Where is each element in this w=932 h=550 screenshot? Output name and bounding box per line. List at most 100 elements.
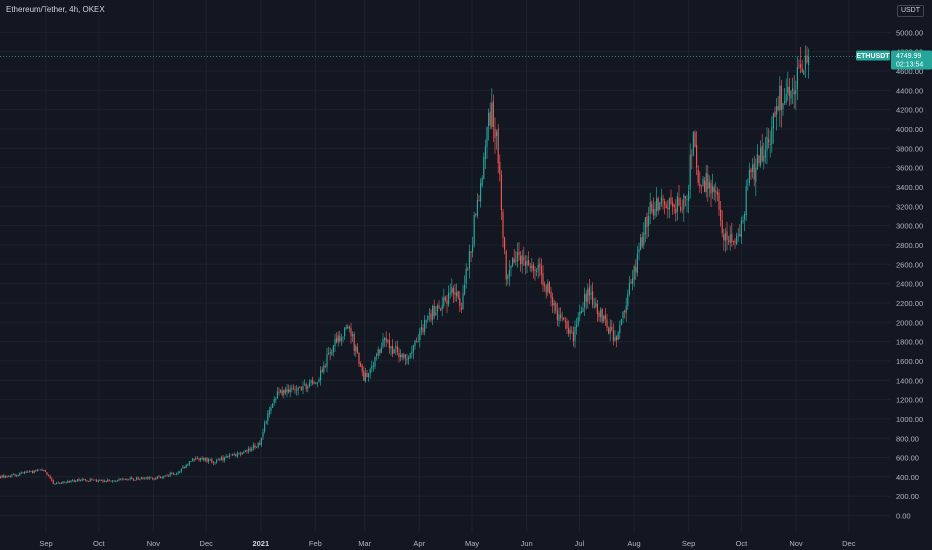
last-price-tag — [891, 50, 932, 70]
candle-body — [438, 305, 440, 309]
price-tick-label: 200.00 — [896, 492, 919, 501]
time-tick-label: Jul — [575, 539, 585, 548]
candle-body — [502, 211, 504, 238]
candle-body — [366, 373, 368, 378]
candle-body — [774, 111, 776, 118]
candle-body — [312, 380, 314, 384]
candle-body — [680, 206, 682, 210]
candle-body — [358, 352, 360, 365]
candle-body — [459, 298, 461, 307]
candle-body — [500, 174, 502, 210]
time-tick-label: Dec — [200, 539, 214, 548]
candle-body — [209, 459, 211, 460]
candle-body — [214, 462, 216, 464]
candle-body — [732, 241, 734, 243]
candle-body — [523, 256, 525, 261]
candle-body — [489, 111, 491, 126]
candle-body — [40, 469, 42, 471]
candle-body — [660, 196, 662, 204]
candle-body — [787, 86, 789, 94]
candle-body — [681, 209, 683, 211]
candle-body — [692, 131, 694, 155]
candle-body — [27, 471, 29, 473]
price-tick-label: 4200.00 — [896, 106, 923, 115]
candle-body — [441, 305, 443, 310]
candle-body — [792, 88, 794, 91]
candle-body — [468, 251, 470, 269]
candle-body — [737, 234, 739, 236]
candle-body — [564, 320, 566, 323]
candle-body — [566, 321, 568, 329]
candle-body — [225, 456, 227, 458]
candle-body — [542, 273, 544, 286]
candle-body — [91, 479, 93, 481]
candle-body — [203, 457, 205, 461]
candle-body — [724, 233, 726, 241]
candle-body — [353, 334, 355, 351]
candle-body — [100, 480, 102, 481]
candle-body — [467, 269, 469, 271]
candle-body — [35, 470, 37, 472]
candle-body — [691, 154, 693, 156]
candle-body — [641, 236, 643, 247]
candle-body — [112, 480, 114, 482]
candle-body — [304, 384, 306, 386]
candle-body — [379, 349, 381, 354]
candle-body — [539, 263, 541, 267]
candle-body — [219, 459, 221, 461]
candle-body — [105, 480, 107, 482]
candle-body — [313, 382, 315, 384]
candle-body — [9, 476, 11, 477]
candle-body — [283, 389, 285, 395]
candle-body — [4, 475, 6, 478]
currency-badge[interactable]: USDT — [896, 5, 924, 17]
candle-body — [683, 195, 685, 210]
time-axis[interactable]: Sep Oct Nov Dec 2021 Feb Mar Apr May Jun Jul Aug Sep… — [39, 539, 855, 548]
candle-body — [371, 365, 373, 369]
candle-body — [769, 144, 771, 145]
price-axis[interactable]: 0.00 200.00 400.00 600.00 800.00 1000.00 1200.… — [896, 28, 923, 520]
candle-body — [481, 177, 483, 186]
candle-body — [654, 208, 656, 216]
candle-body — [272, 403, 274, 409]
candle-body — [120, 478, 122, 480]
candle-body — [340, 337, 342, 341]
candle-body — [649, 202, 651, 214]
candle-body — [158, 476, 160, 478]
candle-body — [305, 383, 307, 390]
candle-body — [236, 453, 238, 457]
candle-body — [169, 473, 171, 476]
candle-body — [361, 365, 363, 372]
candle-body — [289, 388, 291, 393]
candle-body — [452, 288, 454, 294]
candle-body — [302, 386, 304, 390]
candle-body — [260, 437, 262, 445]
candle-body — [372, 365, 374, 367]
time-tick-label: Nov — [147, 539, 161, 548]
candle-body — [0, 476, 2, 478]
candle-body — [142, 477, 144, 480]
candle-body — [592, 291, 594, 306]
candle-body — [30, 471, 32, 472]
candle-body — [486, 127, 488, 147]
candle-body — [248, 448, 250, 452]
candle-body — [240, 453, 242, 455]
candle-body — [440, 308, 442, 311]
candle-body — [364, 372, 366, 382]
grid-lines — [0, 0, 890, 532]
candle-body — [324, 366, 326, 367]
candle-body — [281, 390, 283, 396]
candle-body — [689, 154, 691, 190]
candle-body — [334, 338, 336, 347]
candle-body — [73, 480, 75, 482]
time-tick-label: Dec — [842, 539, 856, 548]
candle-body — [12, 473, 14, 475]
candle-body — [184, 466, 186, 468]
candle-body — [115, 481, 117, 482]
candle-body — [72, 480, 74, 482]
candle-body — [92, 479, 94, 481]
candle-body — [612, 330, 614, 341]
candle-body — [569, 330, 571, 335]
candle-body — [204, 458, 206, 461]
